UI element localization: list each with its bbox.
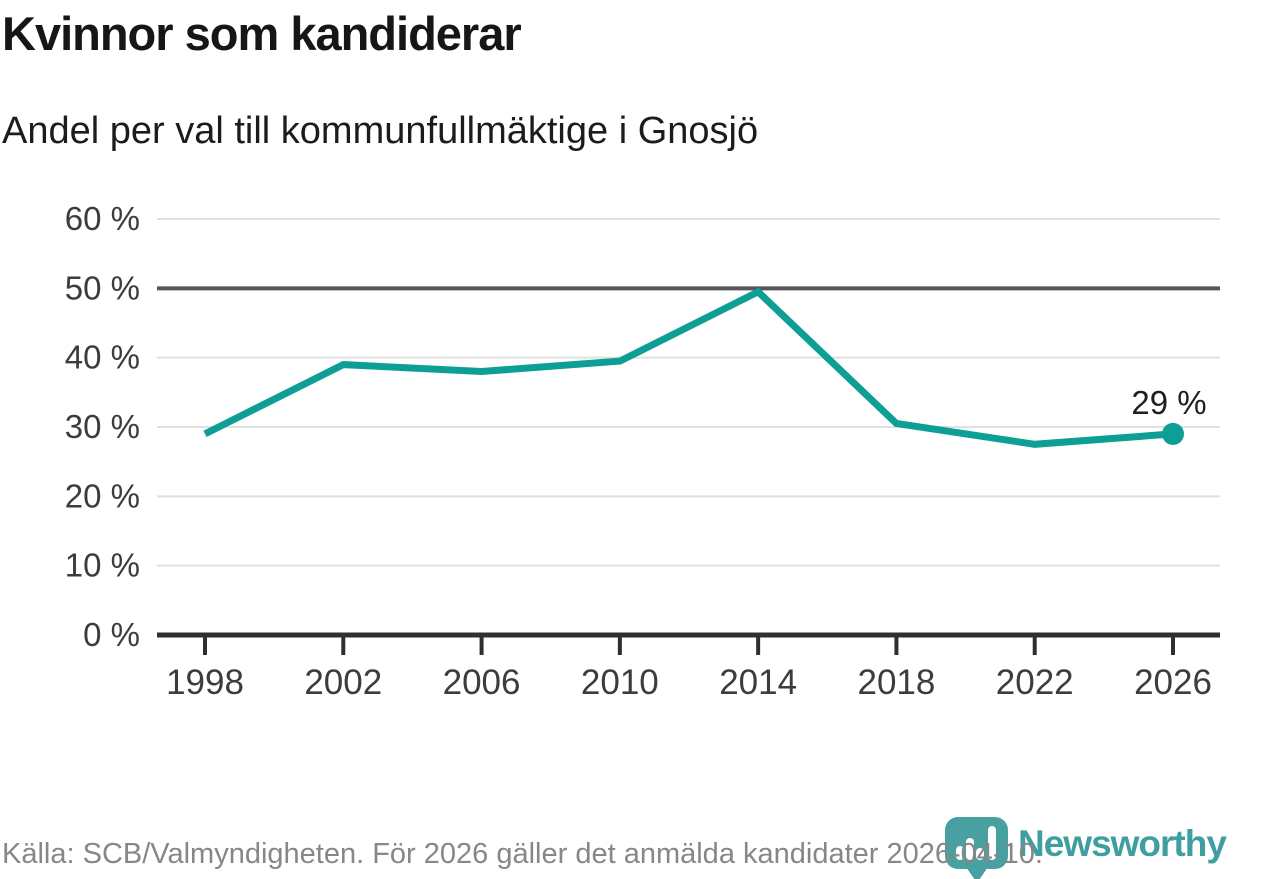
bar-chart-icon (976, 848, 984, 860)
y-axis-tick-label: 30 % (65, 408, 140, 445)
y-axis-tick-label: 10 % (65, 547, 140, 584)
x-axis-tick-label: 2022 (996, 663, 1074, 702)
bar-chart-icon (966, 838, 974, 860)
page-subtitle: Andel per val till kommunfullmäktige i G… (2, 110, 759, 152)
bar-chart-icon (956, 846, 964, 860)
data-line-series (203, 287, 1174, 448)
end-value-label: 29 % (1131, 384, 1206, 421)
pin-tail-icon (966, 867, 988, 879)
x-axis-tick-label: 2010 (581, 663, 659, 702)
x-axis-tick-label: 2026 (1134, 663, 1212, 702)
x-axis-tick-label: 2006 (443, 663, 521, 702)
x-axis-tick-label: 2014 (719, 663, 797, 702)
newsworthy-wordmark: Newsworthy (1018, 823, 1227, 864)
y-axis-tick-label: 50 % (65, 269, 140, 306)
newsworthy-pin-icon (945, 817, 1008, 879)
page-title: Kvinnor som kandiderar (2, 7, 522, 60)
x-axis-tick-label: 2018 (857, 663, 935, 702)
y-axis-tick-label: 60 % (65, 200, 140, 237)
y-axis-tick-label: 40 % (65, 339, 140, 376)
newsworthy-logo: Newsworthy (945, 817, 1227, 879)
bar-chart-icon (988, 826, 996, 860)
x-axis-tick-label: 1998 (166, 663, 244, 702)
y-axis-tick-label: 0 % (83, 616, 140, 653)
source-note: Källa: SCB/Valmyndigheten. För 2026 gäll… (2, 838, 1043, 870)
x-axis-tick-label: 2002 (304, 663, 382, 702)
y-axis-tick-label: 20 % (65, 477, 140, 514)
line-chart: 0 % 10 % 20 % 30 % 40 % 50 % 60 % 1998 2002 2006 2… (65, 200, 1220, 702)
end-point-dot (1162, 422, 1184, 445)
